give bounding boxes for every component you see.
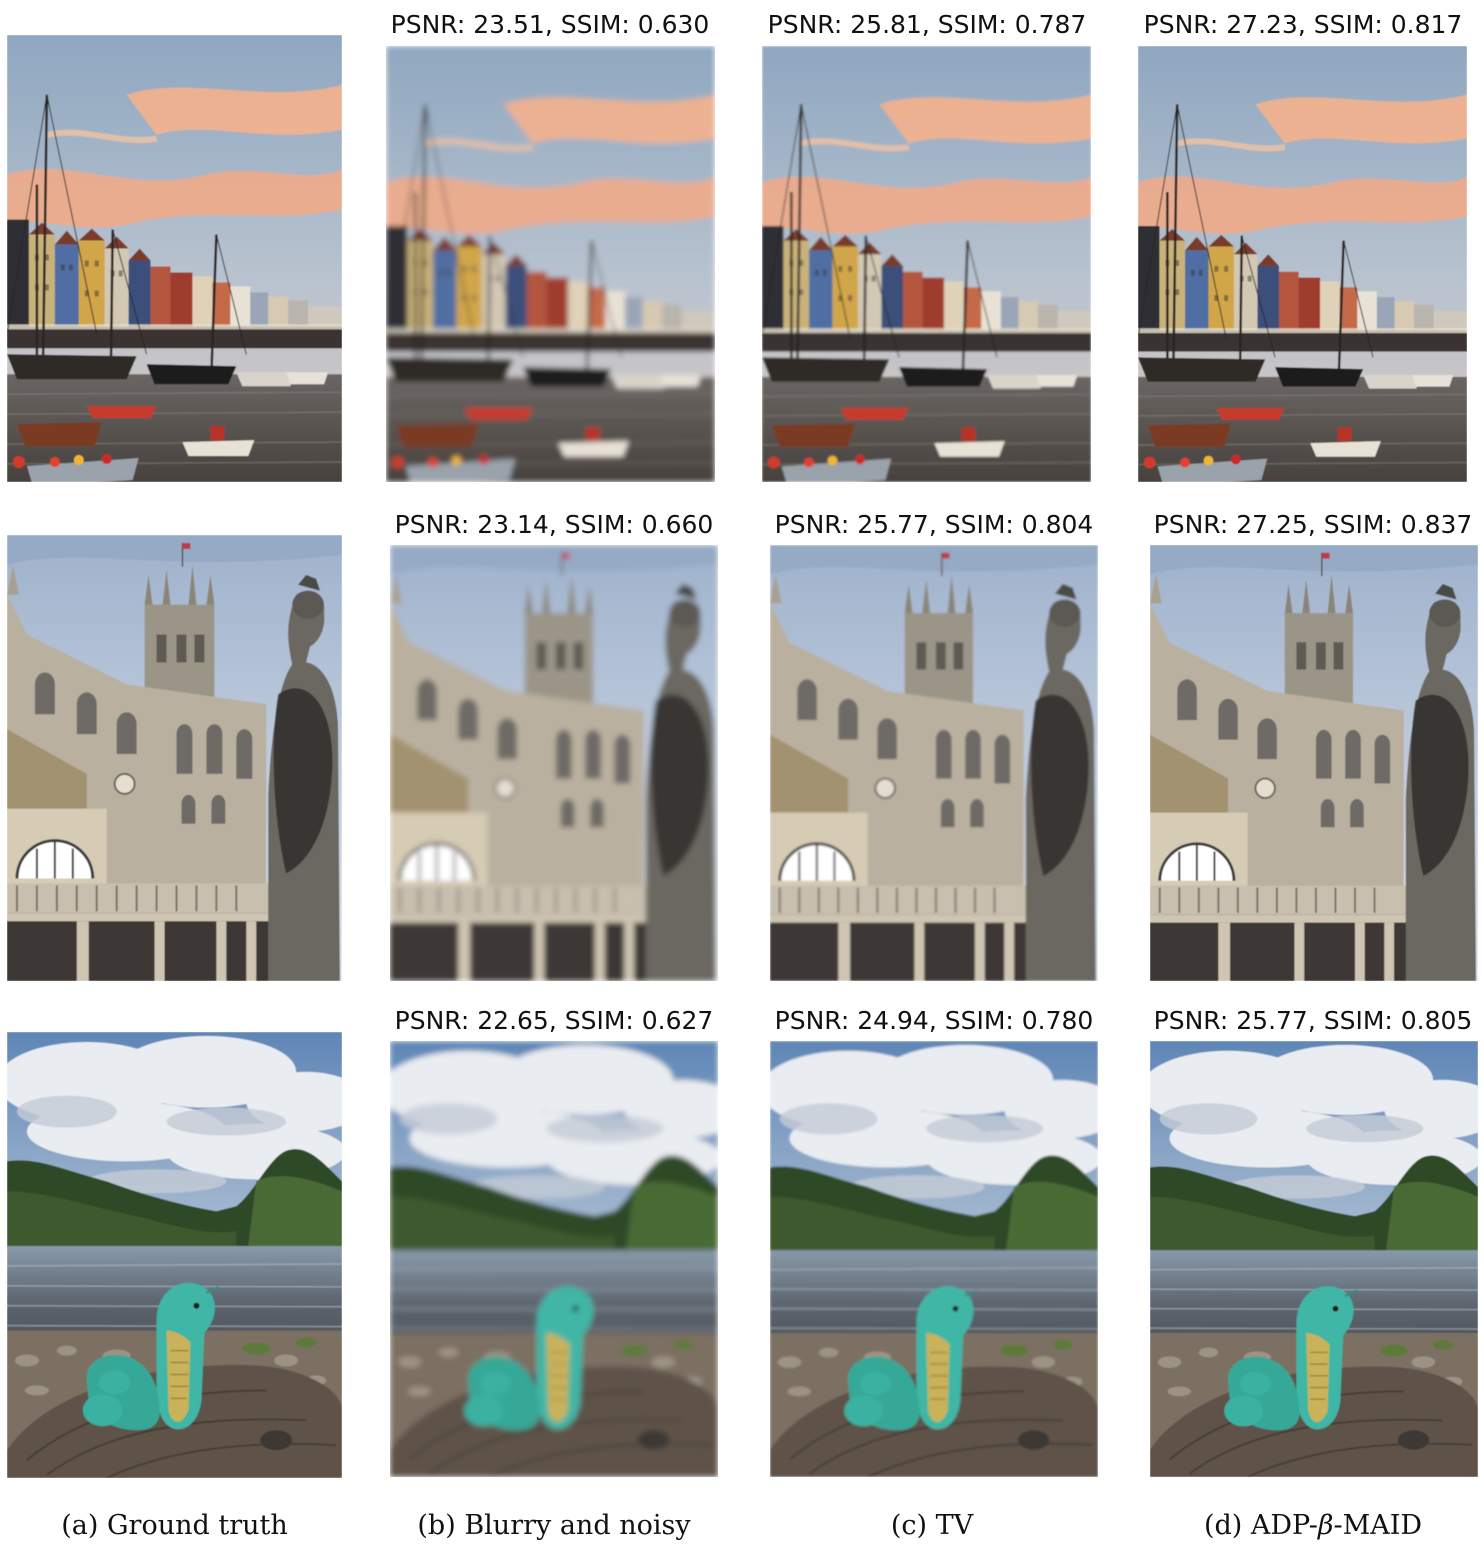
metric-abbey-adp: PSNR: 27.25, SSIM: 0.837	[1153, 510, 1473, 539]
image-river-ground-truth	[7, 1032, 342, 1478]
image-river-blurry-noisy	[390, 1041, 718, 1477]
metric-harbor-tv: PSNR: 25.81, SSIM: 0.787	[767, 10, 1087, 39]
image-abbey-adp-beta-maid	[1150, 545, 1478, 981]
caption-beta-symbol: β	[1317, 1510, 1334, 1541]
image-abbey-tv	[770, 545, 1098, 981]
image-river-tv	[770, 1041, 1098, 1477]
metric-river-tv: PSNR: 24.94, SSIM: 0.780	[774, 1006, 1094, 1035]
image-harbor-blurry-noisy	[386, 46, 715, 482]
caption-adp-beta-maid: (d) ADP-β-MAID	[1142, 1506, 1484, 1546]
image-harbor-ground-truth	[7, 35, 342, 482]
caption-tv: (c) TV	[890, 1510, 974, 1541]
metric-harbor-blurry: PSNR: 23.51, SSIM: 0.630	[390, 10, 710, 39]
image-harbor-tv	[762, 46, 1091, 482]
image-abbey-blurry-noisy	[390, 545, 718, 981]
image-abbey-ground-truth	[7, 535, 342, 981]
metric-river-blurry: PSNR: 22.65, SSIM: 0.627	[394, 1006, 714, 1035]
metric-abbey-tv: PSNR: 25.77, SSIM: 0.804	[774, 510, 1094, 539]
metric-abbey-blurry: PSNR: 23.14, SSIM: 0.660	[394, 510, 714, 539]
caption-adp-suffix: -MAID	[1333, 1510, 1423, 1541]
image-river-adp-beta-maid	[1150, 1041, 1478, 1477]
metric-harbor-adp: PSNR: 27.23, SSIM: 0.817	[1143, 10, 1463, 39]
caption-blurry-noisy: (b) Blurry and noisy	[417, 1510, 691, 1541]
caption-adp-prefix: (d) ADP-	[1203, 1510, 1318, 1541]
image-harbor-adp-beta-maid	[1138, 46, 1467, 482]
caption-ground-truth: (a) Ground truth	[61, 1510, 288, 1541]
metric-river-adp: PSNR: 25.77, SSIM: 0.805	[1153, 1006, 1473, 1035]
